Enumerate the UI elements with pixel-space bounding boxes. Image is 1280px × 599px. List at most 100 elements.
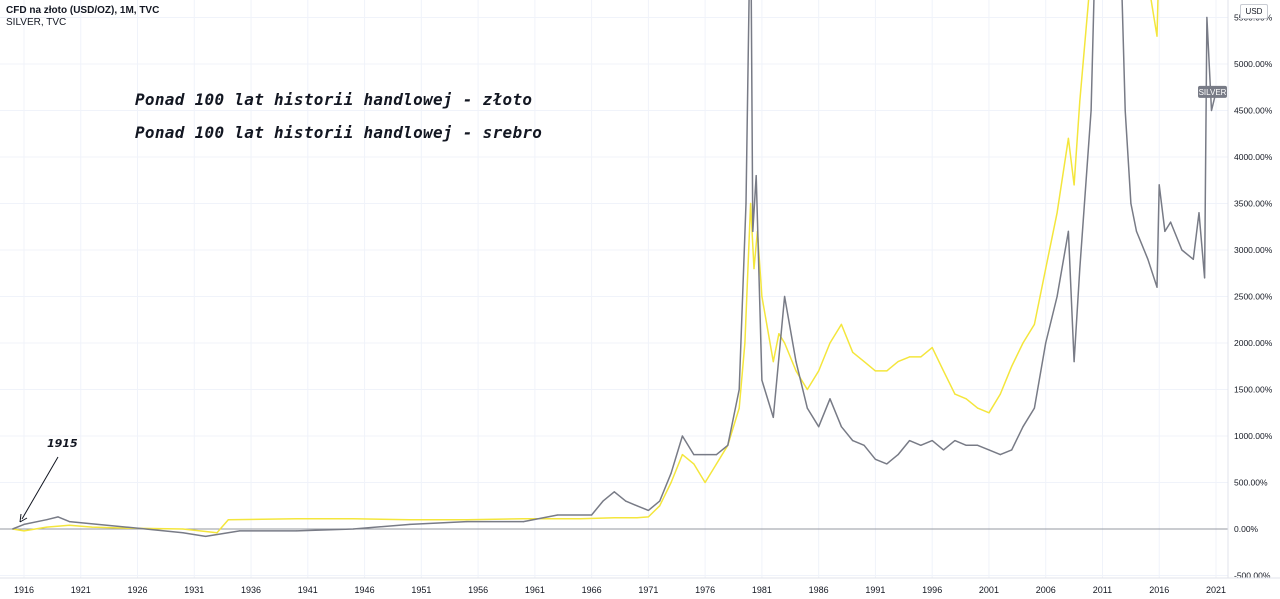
data-point-silver <box>23 523 25 526</box>
price-flag-silver[interactable]: SILVER <box>1198 85 1227 98</box>
data-point-silver <box>239 530 241 532</box>
data-point-silver <box>874 458 877 460</box>
data-point-gold <box>829 342 831 344</box>
y-tick-label: 0.00% <box>1234 524 1259 534</box>
data-point-silver <box>1022 426 1024 428</box>
data-point-silver <box>738 388 740 391</box>
data-point-silver <box>205 535 207 538</box>
data-point-gold <box>1073 184 1075 186</box>
data-point-gold <box>818 370 820 372</box>
data-point-gold <box>704 481 706 484</box>
series-line-gold[interactable] <box>12 0 1216 534</box>
data-point-silver <box>852 440 854 442</box>
data-point-gold <box>715 463 718 465</box>
silver-annotation-text: Ponad 100 lat historii handlowej - srebr… <box>135 123 543 142</box>
x-tick-label: 1991 <box>865 585 885 595</box>
data-point-silver <box>772 416 774 418</box>
data-point-silver <box>625 500 627 502</box>
data-point-gold <box>1056 212 1058 214</box>
series-line-silver[interactable] <box>12 0 1217 538</box>
data-point-gold <box>466 519 468 521</box>
data-point-gold <box>659 505 661 507</box>
data-point-gold <box>778 333 780 335</box>
data-point-gold <box>761 295 763 298</box>
data-point-silver <box>1210 109 1213 112</box>
y-tick-label: -500.00% <box>1234 571 1271 581</box>
data-point-gold <box>352 518 354 520</box>
x-tick-label: 2011 <box>1093 585 1112 595</box>
data-point-silver <box>1045 342 1047 344</box>
data-point-gold <box>806 388 808 391</box>
price-flags: GOLDSILVER <box>1198 85 1227 98</box>
x-axis[interactable]: 1916 1921 1926 1931 1936 1941 1946 1951 1956 1961… <box>0 577 1280 595</box>
y-tick-label: 2500.00% <box>1234 292 1273 302</box>
data-point-silver <box>57 516 59 518</box>
data-point-gold <box>670 481 672 484</box>
data-point-silver <box>12 528 14 530</box>
data-point-silver <box>681 435 684 437</box>
data-point-silver <box>840 426 843 428</box>
data-point-gold <box>182 528 184 530</box>
data-point-gold <box>227 519 229 521</box>
data-point-silver <box>715 454 718 456</box>
data-point-silver <box>1011 449 1013 451</box>
start-year-label: 1915 <box>47 437 78 450</box>
start-year-annotation: 1915 <box>19 437 78 523</box>
x-tick-label: 1931 <box>184 585 204 595</box>
data-point-gold <box>23 530 25 532</box>
x-tick-label: 1956 <box>468 585 488 595</box>
data-point-silver <box>954 440 956 442</box>
data-point-silver <box>920 444 922 446</box>
data-point-gold <box>409 519 411 521</box>
data-point-silver <box>942 449 945 451</box>
legend-compare-symbol[interactable]: SILVER, TVC <box>6 17 67 28</box>
data-point-silver <box>1158 184 1160 186</box>
data-point-gold <box>784 342 786 344</box>
data-point-gold <box>988 412 990 414</box>
price-flag-label: SILVER <box>1199 88 1227 97</box>
data-point-silver <box>745 202 747 205</box>
chart-legend[interactable]: CFD na złoto (USD/OZ), 1M, TVC SILVER, T… <box>6 5 159 29</box>
data-point-gold <box>1011 365 1013 367</box>
data-point-gold <box>1067 137 1069 139</box>
data-point-silver <box>1164 230 1166 232</box>
data-point-silver <box>670 472 672 474</box>
y-tick-label: 4000.00% <box>1234 152 1273 162</box>
legend-main-symbol[interactable]: CFD na złoto (USD/OZ), 1M, TVC <box>6 5 160 16</box>
data-point-gold <box>744 342 746 344</box>
data-point-gold <box>295 518 298 520</box>
data-point-silver <box>863 444 865 446</box>
data-point-gold <box>886 370 888 372</box>
data-point-silver <box>727 444 729 446</box>
data-point-silver <box>1130 202 1132 205</box>
data-point-silver <box>1181 249 1183 251</box>
data-point-silver <box>1033 407 1035 409</box>
data-point-gold <box>795 370 797 372</box>
data-point-silver <box>1079 268 1081 270</box>
data-point-gold <box>908 356 911 358</box>
data-point-gold <box>1033 323 1035 325</box>
data-point-gold <box>46 526 48 528</box>
y-tick-label: 1000.00% <box>1234 431 1273 441</box>
data-point-silver <box>908 440 911 442</box>
data-point-silver <box>1090 109 1092 112</box>
data-point-gold <box>942 370 945 372</box>
y-tick-label: 3000.00% <box>1234 245 1273 255</box>
series-layer <box>12 0 1217 538</box>
currency-badge[interactable]: USD <box>1240 4 1268 19</box>
data-point-gold <box>613 517 615 519</box>
start-year-arrow <box>21 456 59 520</box>
x-tick-label: 1966 <box>582 585 602 595</box>
x-tick-label: 1981 <box>752 585 772 595</box>
y-axis[interactable]: -1000.00%-500.00%0.00%500.00%1000.00%150… <box>1227 0 1277 599</box>
data-point-silver <box>886 463 888 465</box>
x-tick-label: 2016 <box>1149 585 1169 595</box>
data-point-silver <box>1170 221 1172 223</box>
data-point-gold <box>522 518 525 520</box>
data-point-gold <box>1079 100 1081 102</box>
data-point-gold <box>897 361 899 363</box>
data-point-silver <box>591 514 593 516</box>
data-point-silver <box>829 398 831 400</box>
x-tick-label: 1941 <box>298 585 318 595</box>
